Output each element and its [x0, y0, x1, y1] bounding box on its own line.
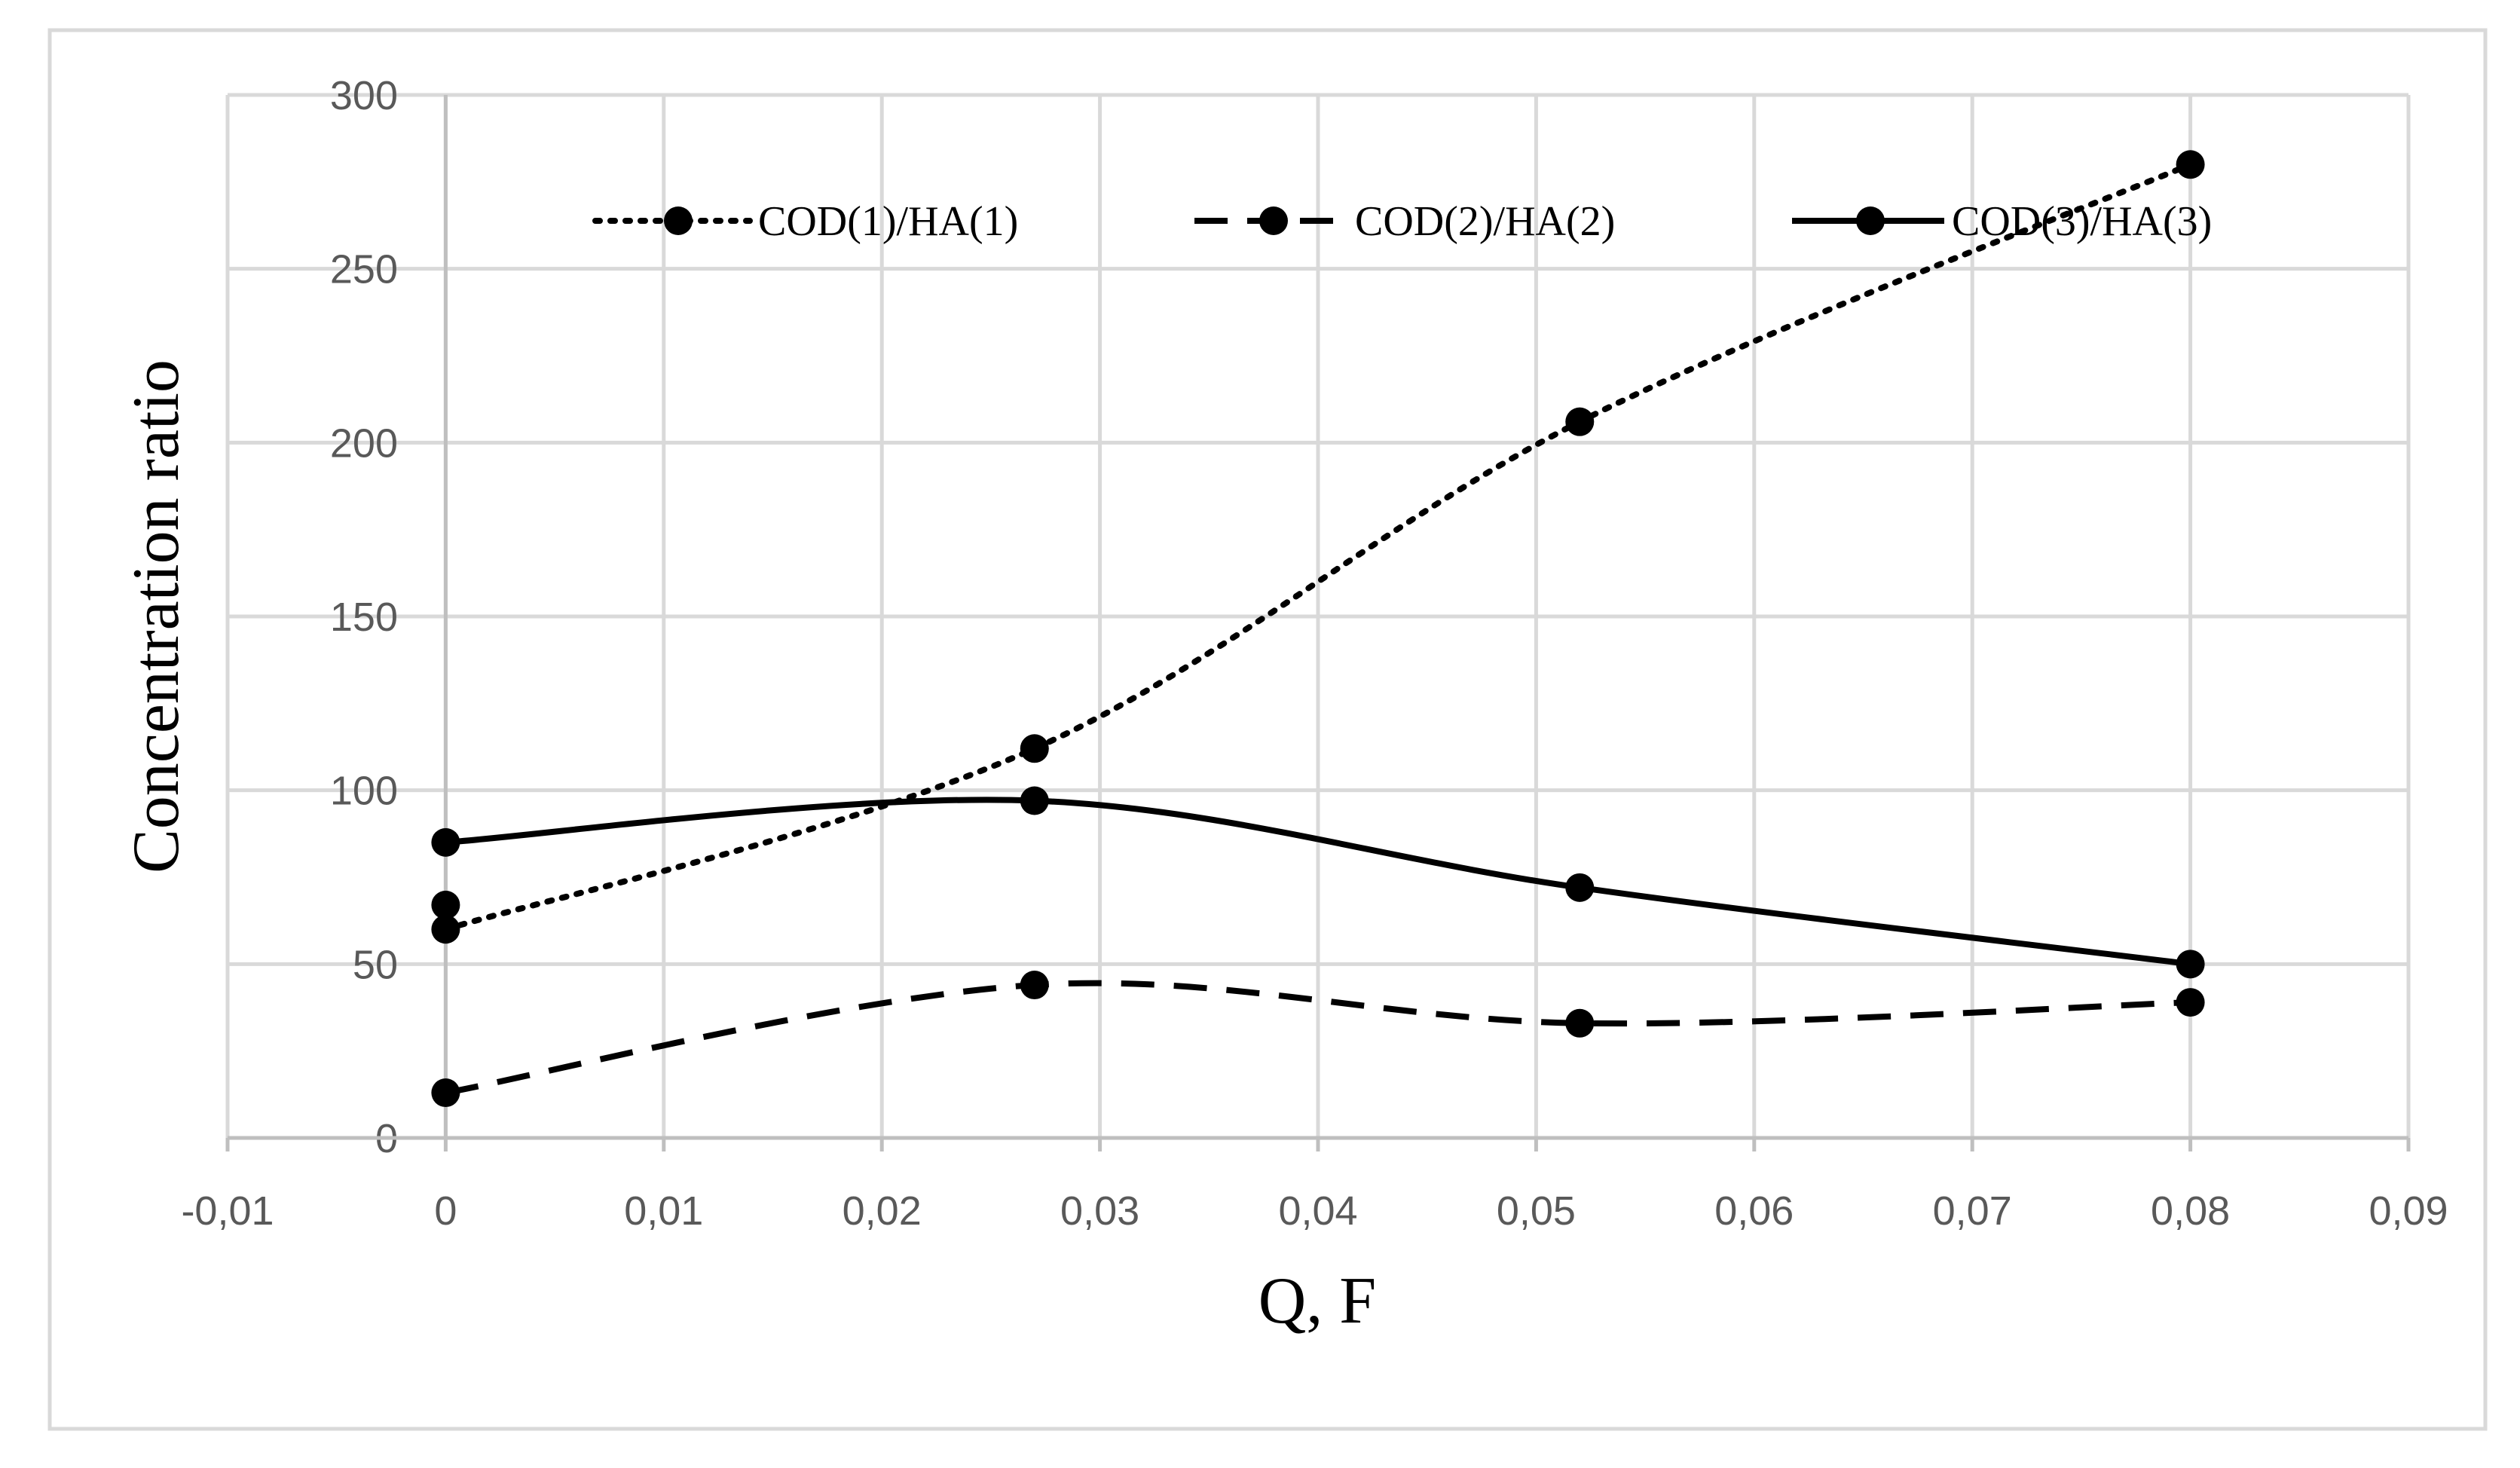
legend-marker [1856, 206, 1885, 235]
x-tick-label: 0,01 [624, 1188, 703, 1234]
series-2 [431, 971, 2205, 1108]
legend-label: COD(2)/HA(2) [1355, 198, 1615, 245]
legend-label: COD(1)/HA(1) [758, 198, 1018, 245]
legend: COD(1)/HA(1) COD(2)/HA(2) COD(3)/HA(3) [592, 198, 2212, 245]
y-tick-label: 300 [330, 73, 398, 118]
x-tick-label: 0,06 [1714, 1188, 1794, 1234]
y-tick-label: 150 [330, 595, 398, 640]
data-point [431, 915, 460, 944]
data-point [2176, 150, 2205, 179]
legend-label: COD(3)/HA(3) [1952, 198, 2212, 245]
data-point [2176, 988, 2205, 1017]
series-1 [431, 150, 2205, 944]
legend-item: COD(3)/HA(3) [1792, 198, 2212, 245]
series-line [445, 797, 2191, 968]
y-tick-label: 50 [353, 942, 398, 987]
data-point [431, 890, 460, 919]
legend-marker [1259, 206, 1288, 235]
legend-marker [664, 206, 693, 235]
data-point [1020, 734, 1049, 763]
x-tick-label: 0 [434, 1188, 457, 1234]
legend-item: COD(1)/HA(1) [592, 198, 1018, 245]
x-axis-title: Q, F [1258, 1265, 1377, 1338]
series-line [442, 161, 2194, 933]
x-tick-label: 0,04 [1278, 1188, 1357, 1234]
data-point [1020, 786, 1049, 815]
chart-frame [47, 28, 2488, 1431]
x-tick-label: 0,08 [2151, 1188, 2230, 1234]
data-point [1565, 873, 1595, 902]
series-line [445, 980, 2191, 1096]
data-point [1565, 1008, 1595, 1038]
y-tick-label: 200 [330, 421, 398, 466]
data-point [2176, 950, 2205, 979]
x-tick-label: 0,02 [843, 1188, 922, 1234]
y-tick-label: 100 [330, 769, 398, 814]
series-group [431, 150, 2205, 1108]
data-point [1020, 971, 1049, 1000]
x-tick-label: 0,05 [1497, 1188, 1576, 1234]
y-tick-label: 250 [330, 247, 398, 292]
data-point [1565, 407, 1595, 436]
data-point [431, 1078, 460, 1108]
x-tick-label: 0,03 [1060, 1188, 1139, 1234]
series-3 [431, 786, 2205, 979]
y-axis-title: Concentration ratio [120, 359, 193, 873]
grid [225, 93, 2411, 1138]
legend-item: COD(2)/HA(2) [1194, 198, 1615, 245]
x-tick-label: 0,07 [1933, 1188, 2012, 1234]
data-point [431, 827, 460, 857]
x-tick-label: -0,01 [181, 1188, 274, 1234]
x-tick-label: 0,09 [2369, 1188, 2448, 1234]
